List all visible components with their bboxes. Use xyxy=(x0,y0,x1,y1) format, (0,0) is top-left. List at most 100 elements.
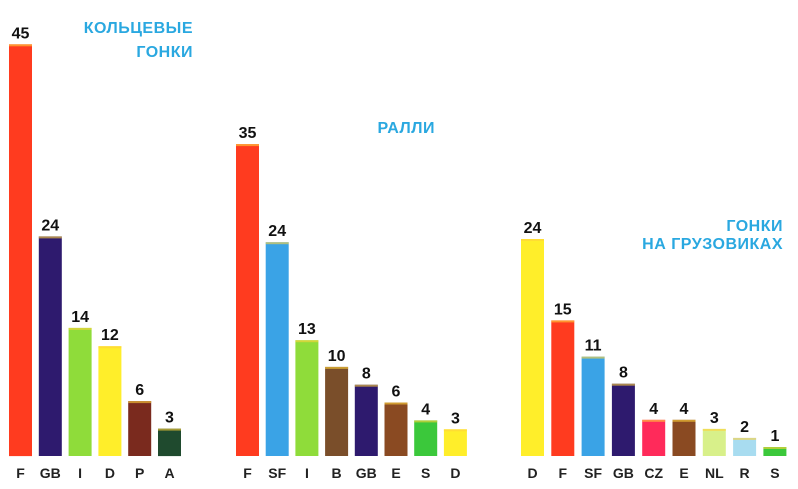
data-label: 24 xyxy=(41,217,59,234)
bar-top-edge xyxy=(733,437,757,440)
bar-top-edge xyxy=(414,420,438,423)
data-label: 45 xyxy=(12,25,30,42)
category-label: NL xyxy=(705,465,724,481)
chart-title-line: НА ГРУЗОВИКАХ xyxy=(642,236,783,253)
data-label: 24 xyxy=(524,220,542,237)
bar-top-edge xyxy=(128,401,152,404)
bar xyxy=(521,239,544,456)
bar-top-edge xyxy=(325,366,349,369)
chart-title-line: РАЛЛИ xyxy=(378,120,435,137)
bar xyxy=(158,428,181,457)
category-label: B xyxy=(332,465,342,481)
category-label: D xyxy=(105,465,115,481)
bar-top-edge xyxy=(354,384,378,387)
category-label: A xyxy=(164,465,174,481)
bar xyxy=(611,383,635,456)
category-label: GB xyxy=(40,465,61,481)
category-label: R xyxy=(740,465,750,481)
bar xyxy=(325,366,349,456)
bar-top-edge xyxy=(551,320,575,323)
data-label: 4 xyxy=(680,401,689,418)
chart-circuit-racing: КОЛЬЦЕВЫЕ ГОНКИ 45 F 24 GB 14 I 12 D 6 P 3 A xyxy=(9,20,193,481)
bar-top-edge xyxy=(443,429,467,432)
bar xyxy=(443,429,467,456)
bar-top-edge xyxy=(521,239,544,241)
data-label: 4 xyxy=(421,401,430,418)
bar-top-edge xyxy=(295,340,319,343)
bar-top-edge xyxy=(236,144,259,147)
bar-top-edge xyxy=(68,327,92,330)
bar-top-edge xyxy=(642,419,666,422)
category-label: P xyxy=(135,465,144,481)
data-label: 8 xyxy=(619,365,628,382)
data-label: 13 xyxy=(298,321,316,338)
category-label: I xyxy=(78,465,82,481)
data-label: 12 xyxy=(101,327,119,344)
bar-top-edge xyxy=(98,346,122,349)
data-label: 6 xyxy=(392,384,401,401)
bar xyxy=(265,242,289,456)
data-label: 15 xyxy=(554,301,572,318)
bar xyxy=(733,437,757,456)
bar-top-edge xyxy=(265,242,289,245)
data-label: 11 xyxy=(585,338,602,355)
bar xyxy=(38,236,62,456)
data-label: 1 xyxy=(770,428,779,445)
bar xyxy=(581,356,605,456)
bar xyxy=(354,384,378,456)
data-label: 3 xyxy=(165,410,174,427)
bar xyxy=(98,346,122,456)
bar-top-edge xyxy=(702,428,726,431)
bar-top-edge xyxy=(158,428,181,431)
bar xyxy=(68,327,92,456)
bar xyxy=(642,419,666,456)
bar xyxy=(672,419,696,456)
data-label: 4 xyxy=(649,401,658,418)
chart-title-line: КОЛЬЦЕВЫЕ xyxy=(84,20,193,37)
bar xyxy=(702,428,726,456)
bar xyxy=(9,44,32,457)
category-label: SF xyxy=(584,465,602,481)
bar-top-edge xyxy=(672,419,696,422)
chart-title-line: ГОНКИ xyxy=(136,44,193,61)
category-label: F xyxy=(243,465,252,481)
bar xyxy=(236,144,259,456)
bar-top-edge xyxy=(384,402,408,405)
bar xyxy=(128,401,152,456)
bar-top-edge xyxy=(9,44,32,47)
chart-rally: РАЛЛИ 35 F 24 SF 13 I 10 B 8 GB 6 E 4 S 3 D xyxy=(236,120,467,481)
data-label: 3 xyxy=(451,410,460,427)
category-label: GB xyxy=(356,465,377,481)
category-label: E xyxy=(679,465,688,481)
category-label: D xyxy=(450,465,460,481)
data-label: 3 xyxy=(710,410,719,427)
data-label: 2 xyxy=(740,419,749,436)
bar-top-edge xyxy=(581,356,605,359)
bar xyxy=(384,402,408,456)
category-label: I xyxy=(305,465,309,481)
category-label: E xyxy=(391,465,400,481)
data-label: 6 xyxy=(135,382,144,399)
category-label: SF xyxy=(268,465,286,481)
data-label: 10 xyxy=(328,348,346,365)
bar xyxy=(295,340,319,456)
category-label: S xyxy=(770,465,779,481)
bar-top-edge xyxy=(38,236,62,239)
category-label: CZ xyxy=(644,465,663,481)
category-label: D xyxy=(527,465,537,481)
category-label: F xyxy=(16,465,25,481)
bar xyxy=(414,420,438,456)
data-label: 14 xyxy=(71,309,89,326)
data-label: 35 xyxy=(239,125,257,142)
bar xyxy=(763,447,787,456)
category-label: S xyxy=(421,465,430,481)
data-label: 24 xyxy=(268,223,286,240)
bar-top-edge xyxy=(763,447,787,449)
category-label: GB xyxy=(613,465,634,481)
category-label: F xyxy=(559,465,568,481)
bar-top-edge xyxy=(611,383,635,386)
chart-title-line: ГОНКИ xyxy=(726,218,783,235)
data-label: 8 xyxy=(362,366,371,383)
